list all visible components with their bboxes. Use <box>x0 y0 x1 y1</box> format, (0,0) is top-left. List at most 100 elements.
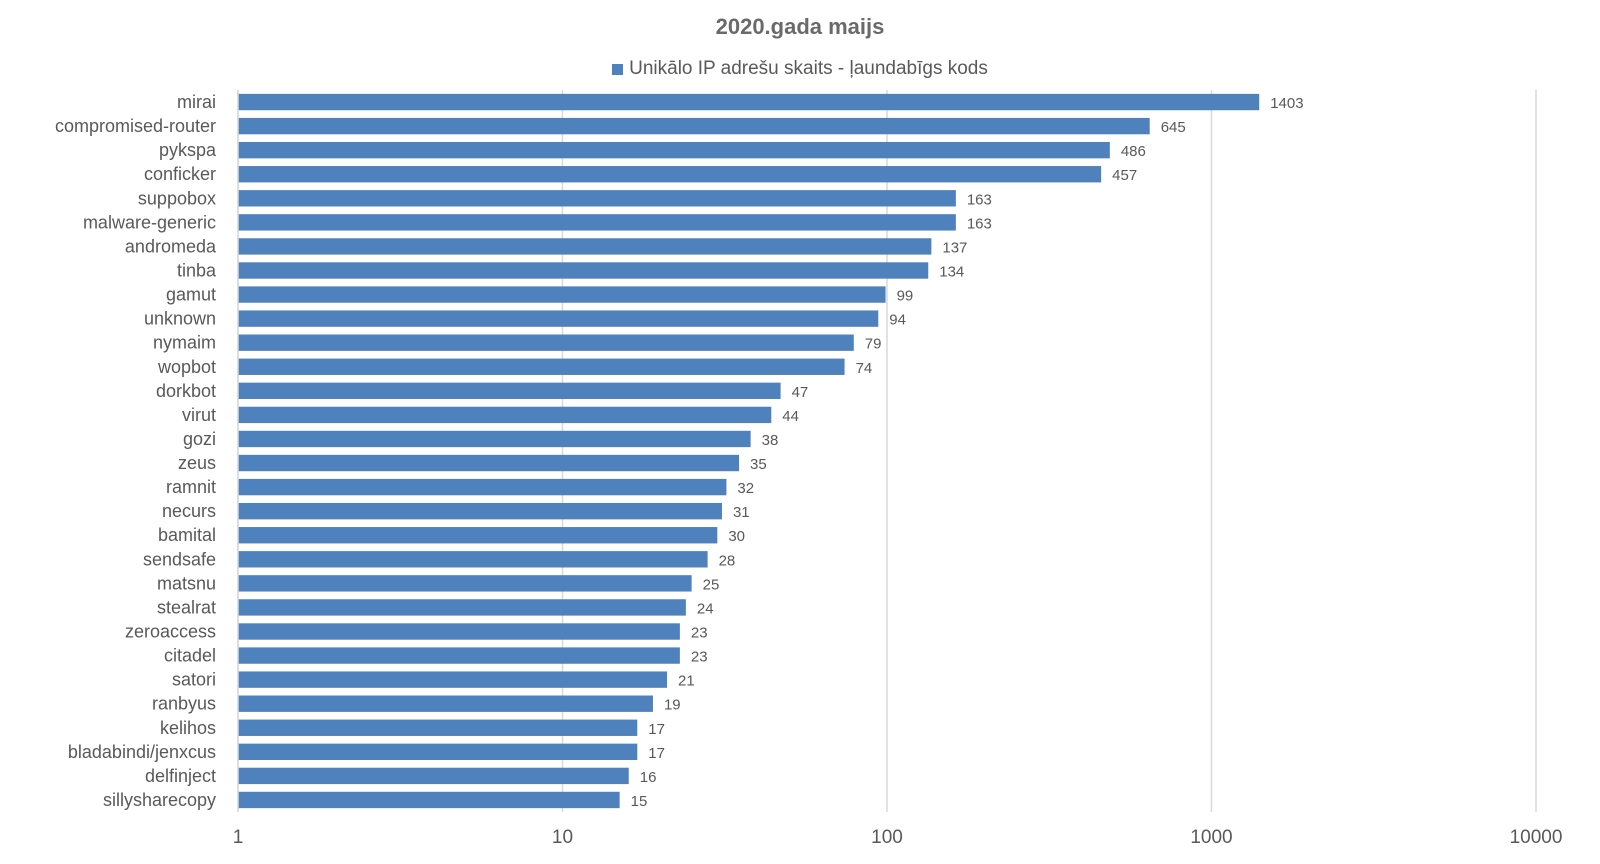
data-label: 94 <box>889 312 906 329</box>
x-tick-label: 10 <box>552 827 573 848</box>
data-label: 23 <box>691 625 708 642</box>
data-label: 74 <box>856 360 873 377</box>
chart-legend: Unikālo IP adrešu skaits - ļaundabīgs ko… <box>0 58 1600 80</box>
category-label: unknown <box>144 309 216 329</box>
data-label: 486 <box>1121 143 1146 160</box>
data-label: 44 <box>782 408 799 425</box>
legend-label: Unikālo IP adrešu skaits - ļaundabīgs ko… <box>629 58 988 79</box>
bar <box>238 406 772 424</box>
category-label: kelihos <box>160 718 216 738</box>
x-tick-label: 10000 <box>1510 827 1563 848</box>
category-label: zeroaccess <box>125 622 216 642</box>
data-label: 16 <box>640 769 657 786</box>
data-label: 137 <box>942 239 967 256</box>
data-label: 35 <box>750 456 767 473</box>
category-label: tinba <box>177 261 217 281</box>
category-label: wopbot <box>157 357 216 377</box>
bar <box>238 671 668 688</box>
category-label: nymaim <box>153 333 216 353</box>
category-label: delfinject <box>145 766 216 786</box>
category-label: suppobox <box>138 188 216 208</box>
bar <box>238 310 879 327</box>
bar <box>238 502 722 520</box>
category-label: gozi <box>183 429 216 449</box>
bar <box>238 599 686 616</box>
data-label: 17 <box>648 745 665 762</box>
x-tick-label: 100 <box>871 827 903 848</box>
category-label: stealrat <box>157 597 216 617</box>
category-label: conficker <box>144 164 216 184</box>
data-label: 28 <box>719 552 736 569</box>
bar <box>238 334 854 351</box>
bar <box>238 238 932 255</box>
data-label: 24 <box>697 600 714 617</box>
bar <box>238 117 1150 135</box>
bar <box>238 623 680 640</box>
category-label: bladabindi/jenxcus <box>68 742 216 762</box>
category-label: ranbyus <box>152 694 216 714</box>
bar <box>238 647 680 664</box>
data-label: 17 <box>648 721 665 738</box>
data-label: 134 <box>939 264 964 281</box>
bar <box>238 141 1110 159</box>
category-label: sendsafe <box>143 549 216 569</box>
category-label: bamital <box>158 525 216 545</box>
bar <box>238 93 1260 111</box>
data-label: 38 <box>762 432 779 449</box>
chart-title: 2020.gada maijs <box>715 14 885 39</box>
data-label: 1403 <box>1270 95 1303 112</box>
data-label: 163 <box>967 191 992 208</box>
bar <box>238 791 620 809</box>
legend-swatch <box>612 63 624 75</box>
data-label: 457 <box>1112 167 1137 184</box>
x-tick-label: 1 <box>233 827 244 848</box>
category-label: gamut <box>166 285 216 305</box>
bar <box>238 743 638 761</box>
bar <box>238 767 629 785</box>
data-label: 47 <box>792 384 809 401</box>
category-label: citadel <box>164 646 216 666</box>
category-label: satori <box>172 670 216 690</box>
bar <box>238 190 956 207</box>
data-label: 31 <box>733 504 750 521</box>
bar <box>238 551 708 568</box>
data-label: 79 <box>865 336 882 353</box>
bar <box>238 382 781 400</box>
data-label: 25 <box>703 576 720 593</box>
category-label: pykspa <box>159 140 217 160</box>
category-label: necurs <box>162 501 216 521</box>
category-label: zeus <box>178 453 216 473</box>
x-tick-label: 1000 <box>1190 827 1232 848</box>
bar <box>238 575 692 592</box>
bar <box>238 527 718 544</box>
data-label: 645 <box>1161 119 1186 136</box>
bar <box>238 695 653 712</box>
category-label: compromised-router <box>55 116 216 136</box>
data-label: 163 <box>967 215 992 232</box>
category-label: matsnu <box>157 573 216 593</box>
bar <box>238 478 727 496</box>
data-label: 32 <box>737 480 754 497</box>
category-label: sillysharecopy <box>103 790 216 810</box>
category-label: andromeda <box>125 236 217 256</box>
data-label: 99 <box>897 288 914 305</box>
bar <box>238 262 929 279</box>
bar <box>238 454 740 472</box>
category-label: dorkbot <box>156 381 216 401</box>
bar <box>238 358 845 375</box>
data-label: 19 <box>664 697 681 714</box>
data-label: 23 <box>691 649 708 666</box>
category-label: mirai <box>177 92 216 112</box>
category-label: malware-generic <box>83 212 216 232</box>
bar <box>238 166 1102 183</box>
bar <box>238 719 638 736</box>
category-label: virut <box>182 405 216 425</box>
bar <box>238 430 751 448</box>
category-label: ramnit <box>166 477 216 497</box>
bar <box>238 214 956 231</box>
bar <box>238 286 886 303</box>
data-label: 30 <box>728 528 745 545</box>
data-label: 21 <box>678 673 695 690</box>
